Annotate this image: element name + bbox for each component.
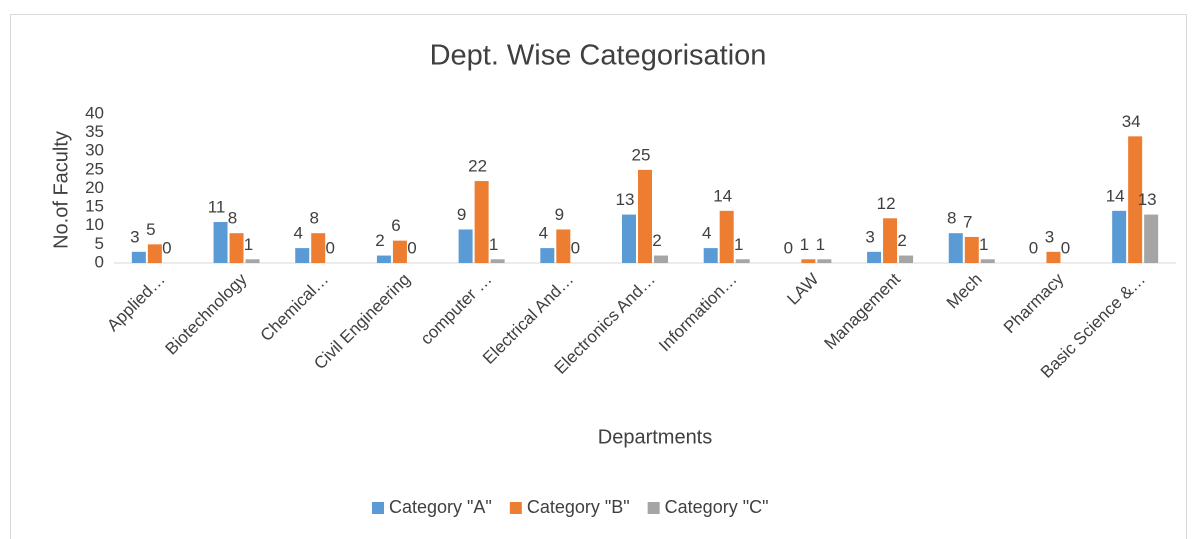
data-label: 25 [632,145,651,164]
bar [376,255,391,263]
bar [735,259,750,263]
data-label: 0 [1061,238,1070,257]
data-label: 4 [539,224,548,243]
data-label: 8 [309,209,318,228]
data-label: 4 [702,224,711,243]
bar [458,229,473,263]
bar [1046,251,1061,263]
data-label: 8 [947,209,956,228]
bar [229,233,244,263]
data-label: 0 [407,238,416,257]
data-label: 1 [816,235,825,254]
data-label: 2 [897,231,906,250]
data-label: 3 [1045,227,1054,246]
bar [980,259,995,263]
bar [867,251,882,263]
y-axis-label: No.of Faculty [50,131,72,249]
bar [622,214,636,263]
bar [213,222,228,263]
data-label: 3 [130,227,139,246]
data-label: 14 [1106,186,1125,205]
bar [245,259,260,263]
bar [392,240,407,263]
data-label: 0 [784,238,793,257]
y-tick-label: 0 [95,252,104,271]
data-label: 1 [489,235,498,254]
data-label: 9 [555,205,564,224]
bar [883,218,898,263]
data-label: 0 [325,238,334,257]
data-label: 1 [734,235,743,254]
bar [147,244,162,263]
legend-swatch [509,502,522,514]
data-label: 14 [713,186,732,205]
bar [719,210,734,263]
data-label: 34 [1122,112,1141,131]
data-label: 1 [244,235,253,254]
bar [490,259,505,263]
data-label: 6 [391,216,400,235]
data-label: 3 [865,227,874,246]
data-label: 13 [616,190,635,209]
data-label: 5 [146,220,155,239]
legend-label: Category "A" [389,497,492,517]
data-label: 1 [979,235,988,254]
bar [1144,214,1159,263]
bar [703,248,718,263]
y-tick-label: 15 [85,197,104,216]
data-label: 9 [457,205,466,224]
bar [1112,210,1127,263]
data-label: 12 [877,194,896,213]
y-tick-label: 25 [85,159,104,178]
data-label: 4 [293,224,302,243]
bar [295,248,310,263]
y-tick-label: 40 [85,103,104,122]
bar [311,233,326,263]
legend-label: Category "C" [665,497,769,517]
y-tick-label: 35 [85,122,104,141]
legend-swatch [372,502,384,514]
data-label: 0 [162,238,171,257]
data-label: 0 [1029,238,1038,257]
bar [638,169,652,263]
data-label: 1 [800,235,809,254]
y-tick-label: 20 [85,178,104,197]
data-label: 22 [468,157,487,176]
data-label: 13 [1138,190,1157,209]
bar [964,236,979,263]
data-label: 11 [208,198,226,217]
bar [556,229,571,263]
bar [540,248,555,263]
x-axis-label: Departments [598,426,713,448]
data-label: 7 [963,212,972,231]
bar [899,255,914,263]
data-label: 2 [375,231,384,250]
bar [1128,136,1143,263]
bar [817,259,832,263]
y-tick-label: 30 [85,141,104,160]
bar [948,233,963,263]
chart-frame [10,14,1187,539]
y-tick-label: 10 [85,215,104,234]
data-label: 2 [652,231,661,250]
bar [801,259,816,263]
data-label: 8 [228,209,237,228]
bar [474,181,489,263]
y-tick-label: 5 [95,234,104,253]
bar [654,255,668,263]
chart-title: Dept. Wise Categorisation [430,40,767,72]
legend-label: Category "B" [527,497,630,517]
bar [131,251,146,263]
data-label: 0 [571,238,580,257]
legend-swatch [647,502,660,514]
